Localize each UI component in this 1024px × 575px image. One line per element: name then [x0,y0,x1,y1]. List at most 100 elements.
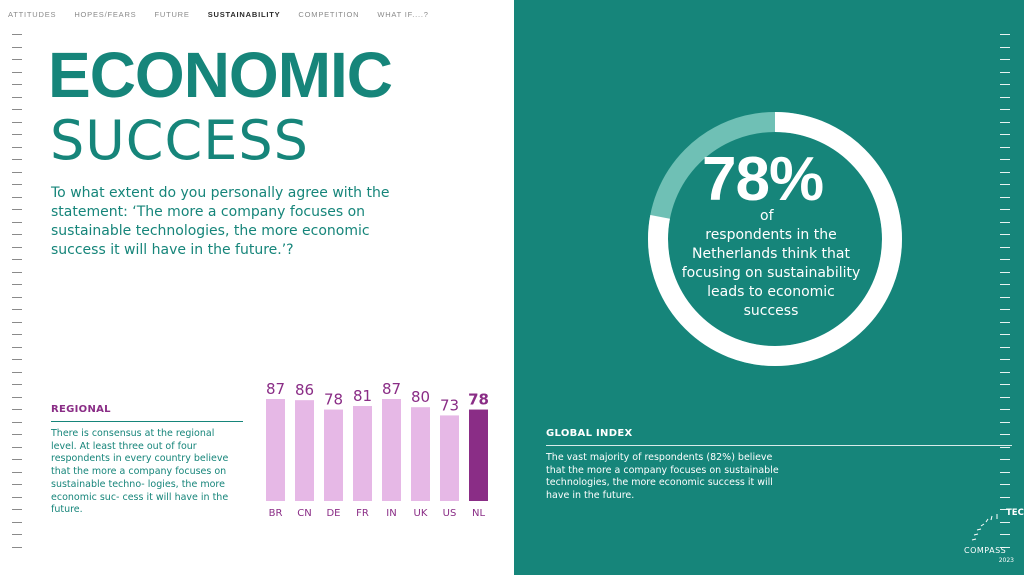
ruler-tick [12,434,22,435]
donut-value-arc [648,112,902,366]
ruler-tick [12,459,22,460]
ruler-tick [12,509,22,510]
value-label-fr: 81 [353,387,372,405]
nav-item-competition[interactable]: COMPETITION [298,10,360,19]
ruler-tick [12,296,22,298]
ruler-tick [1000,409,1010,410]
page-title-line2: SUCCESS [50,109,309,172]
bar-de [324,409,343,501]
ruler-tick [1000,46,1010,48]
ruler-tick [1000,459,1010,460]
page-title-line1: ECONOMIC [48,39,393,111]
ruler-tick [1000,534,1010,535]
ruler-tick [12,346,22,348]
ruler-tick [12,321,22,323]
nav-item-hopes-fears[interactable]: HOPES/FEARS [74,10,137,19]
value-label-in: 87 [382,380,401,398]
category-label-de: DE [326,508,340,519]
ruler-tick [1000,84,1010,85]
ruler-tick [12,484,22,485]
ruler-tick [12,521,22,523]
headline-text: respondents in the Netherlands think tha… [681,227,861,319]
bar-uk [411,407,430,501]
value-label-us: 73 [440,396,459,414]
ruler-tick [12,271,22,273]
decorative-ruler-left [12,34,22,559]
ruler-tick [12,259,22,260]
ruler-tick [1000,321,1010,323]
ruler-tick [12,196,22,198]
ruler-tick [1000,396,1010,398]
ruler-tick [12,34,22,35]
logo-year-text: 2023 [998,557,1014,564]
ruler-tick [12,121,22,123]
category-label-fr: FR [356,508,369,519]
ruler-tick [12,534,22,535]
nav-item-future[interactable]: FUTURE [154,10,190,19]
category-label-uk: UK [414,508,428,519]
ruler-tick [1000,509,1010,510]
ruler-tick [12,384,22,385]
ruler-tick [1000,434,1010,435]
ruler-tick [1000,121,1010,123]
ruler-tick [12,146,22,148]
ruler-tick [12,421,22,423]
compass-dial-icon [971,514,998,541]
headline-description: of respondents in the Netherlands think … [681,207,861,321]
ruler-tick [1000,146,1010,148]
bar-cn [295,400,314,501]
ruler-tick [1000,309,1010,310]
global-index-heading: GLOBAL INDEX [546,428,633,439]
ruler-tick [12,309,22,310]
ruler-tick [1000,246,1010,248]
nav-item-attitudes[interactable]: ATTITUDES [8,10,57,19]
ruler-tick [12,446,22,448]
ruler-tick [12,134,22,135]
nav-item-sustainability[interactable]: SUSTAINABILITY [207,10,281,19]
section-nav: ATTITUDES HOPES/FEARS FUTURE SUSTAINABIL… [8,10,429,19]
value-label-de: 78 [324,391,343,409]
survey-question: To what extent do you personally agree w… [51,185,390,258]
ruler-tick [1000,59,1010,60]
ruler-tick [12,471,22,473]
ruler-tick [12,209,22,210]
ruler-tick [12,46,22,48]
ruler-tick [12,359,22,360]
ruler-tick [12,546,22,548]
ruler-tick [12,234,22,235]
ruler-tick [12,221,22,223]
ruler-tick [1000,209,1010,210]
ruler-tick [12,334,22,335]
ruler-tick [1000,234,1010,235]
ruler-tick [12,71,22,73]
ruler-tick [1000,521,1010,523]
ruler-tick [12,246,22,248]
decorative-ruler-right [1000,34,1010,559]
headline-percentage: 78% [702,145,824,214]
ruler-tick [1000,134,1010,135]
ruler-tick [1000,34,1010,35]
global-index-divider [546,445,1012,446]
ruler-tick [12,109,22,110]
ruler-tick [1000,384,1010,385]
regional-bar-chart: 87 BR 86 CN 78 DE 81 FR 87 IN 80 UK 73 US 78 NL [266,380,489,519]
ruler-tick [1000,196,1010,198]
regional-divider [51,421,243,422]
ruler-tick [1000,96,1010,98]
tech-compass-logo: TECH COMPASS 2023 [960,508,1024,568]
ruler-tick [1000,184,1010,185]
nav-item-what-if[interactable]: WHAT IF....? [377,10,429,19]
value-label-uk: 80 [411,388,430,406]
ruler-tick [1000,496,1010,498]
bar-us [440,415,459,501]
logo-compass-text: COMPASS [964,546,1007,555]
ruler-tick [12,171,22,173]
value-label-br: 87 [266,380,285,398]
value-label-cn: 86 [295,381,314,399]
bar-fr [353,406,372,501]
ruler-tick [12,159,22,160]
ruler-tick [12,84,22,85]
regional-text: There is consensus at the regional level… [51,428,229,516]
ruler-tick [1000,221,1010,223]
right-panel: 78% of respondents in the Netherlands th… [514,0,1024,575]
